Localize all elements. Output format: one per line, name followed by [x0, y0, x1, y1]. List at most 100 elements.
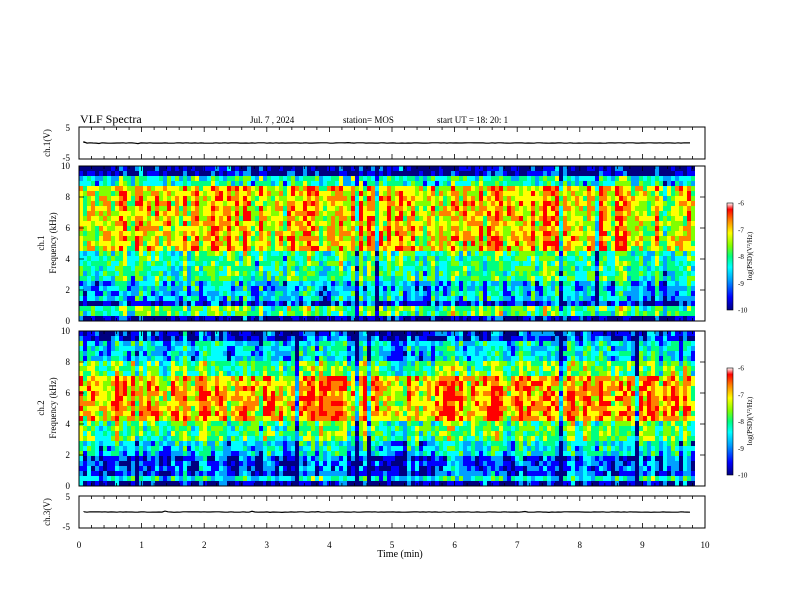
spectrogram-cell: [531, 271, 535, 276]
spectrogram-cell: [607, 301, 611, 306]
spectrogram-cell: [123, 206, 127, 211]
spectrogram-cell: [127, 246, 131, 251]
spectrogram-cell: [307, 176, 311, 181]
spectrogram-cell: [319, 221, 323, 226]
spectrogram-cell: [391, 206, 395, 211]
spectrogram-cell: [463, 261, 467, 266]
spectrogram-cell: [87, 166, 91, 171]
spectrogram-cell: [671, 291, 675, 296]
spectrogram-cell: [291, 236, 295, 241]
spectrogram-cell: [279, 256, 283, 261]
spectrogram-cell: [443, 256, 447, 261]
spectrogram-cell: [287, 181, 291, 186]
spectrogram-cell: [123, 311, 127, 316]
spectrogram-cell: [475, 206, 479, 211]
spectrogram-cell: [231, 191, 235, 196]
spectrogram-cell: [211, 231, 215, 236]
spectrogram-cell: [323, 271, 327, 276]
spectrogram-cell: [467, 196, 471, 201]
spectrogram-cell: [451, 181, 455, 186]
spectrogram-cell: [495, 191, 499, 196]
spectrogram-cell: [311, 281, 315, 286]
spectrogram-cell: [139, 251, 143, 256]
spectrogram-cell: [603, 291, 607, 296]
spectrogram-cell: [543, 291, 547, 296]
spectrogram-cell: [223, 201, 227, 206]
spectrogram-cell: [655, 286, 659, 291]
spectrogram-cell: [563, 246, 567, 251]
spectrogram-cell: [303, 231, 307, 236]
spectrogram-cell: [167, 316, 171, 321]
spectrogram-cell: [119, 196, 123, 201]
spectrogram-cell: [499, 276, 503, 281]
spectrogram-cell: [627, 276, 631, 281]
spectrogram-cell: [179, 216, 183, 221]
spectrogram-cell: [671, 301, 675, 306]
spectrogram-cell: [351, 221, 355, 226]
spectrogram-cell: [291, 221, 295, 226]
spectrogram-cell: [315, 181, 319, 186]
spectrogram-cell: [371, 246, 375, 251]
spectrogram-cell: [239, 236, 243, 241]
spectrogram-cell: [191, 286, 195, 291]
spectrogram-cell: [611, 191, 615, 196]
spectrogram-cell: [267, 306, 271, 311]
spectrogram-cell: [451, 241, 455, 246]
spectrogram-cell: [627, 181, 631, 186]
spectrogram-cell: [683, 231, 687, 236]
spectrogram-cell: [335, 271, 339, 276]
spectrogram-cell: [151, 191, 155, 196]
spectrogram-cell: [375, 256, 379, 261]
spectrogram-cell: [127, 226, 131, 231]
spectrogram-cell: [443, 246, 447, 251]
spectrogram-cell: [259, 166, 263, 171]
spectrogram-cell: [171, 251, 175, 256]
spectrogram-cell: [639, 201, 643, 206]
spectrogram-cell: [203, 231, 207, 236]
spectrogram-cell: [499, 231, 503, 236]
spectrogram-cell: [391, 226, 395, 231]
spectrogram-cell: [655, 306, 659, 311]
spectrogram-cell: [271, 186, 275, 191]
spectrogram-cell: [387, 311, 391, 316]
spectrogram-cell: [443, 206, 447, 211]
spectrogram-cell: [515, 296, 519, 301]
spectrogram-cell: [251, 176, 255, 181]
spectrogram-cell: [571, 241, 575, 246]
spectrogram-cell: [343, 241, 347, 246]
spectrogram-cell: [627, 296, 631, 301]
spectrogram-cell: [395, 276, 399, 281]
spectrogram-cell: [243, 231, 247, 236]
spectrogram-cell: [367, 296, 371, 301]
spectrogram-cell: [447, 291, 451, 296]
spectrogram-cell: [475, 201, 479, 206]
spectrogram-cell: [407, 261, 411, 266]
spectrogram-cell: [347, 286, 351, 291]
spectrogram-cell: [443, 311, 447, 316]
spectrogram-cell: [651, 166, 655, 171]
spectrogram-cell: [643, 176, 647, 181]
spectrogram-cell: [91, 191, 95, 196]
spectrogram-cell: [175, 291, 179, 296]
spectrogram-cell: [111, 316, 115, 321]
spectrogram-cell: [275, 281, 279, 286]
spectrogram-cell: [471, 216, 475, 221]
spectrogram-cell: [247, 291, 251, 296]
spectrogram-cell: [663, 231, 667, 236]
spectrogram-cell: [271, 216, 275, 221]
spectrogram-cell: [383, 166, 387, 171]
spectrogram-cell: [407, 266, 411, 271]
spectrogram-cell: [139, 206, 143, 211]
spectrogram-cell: [583, 191, 587, 196]
spectrogram-cell: [551, 216, 555, 221]
spectrogram-cell: [579, 221, 583, 226]
spectrogram-cell: [659, 266, 663, 271]
spectrogram-cell: [379, 171, 383, 176]
spectrogram-cell: [99, 301, 103, 306]
spectrogram-cell: [463, 241, 467, 246]
spectrogram-cell: [443, 281, 447, 286]
spectrogram-cell: [619, 261, 623, 266]
spectrogram-cell: [651, 266, 655, 271]
spectrogram-cell: [295, 306, 299, 311]
spectrogram-cell: [163, 311, 167, 316]
